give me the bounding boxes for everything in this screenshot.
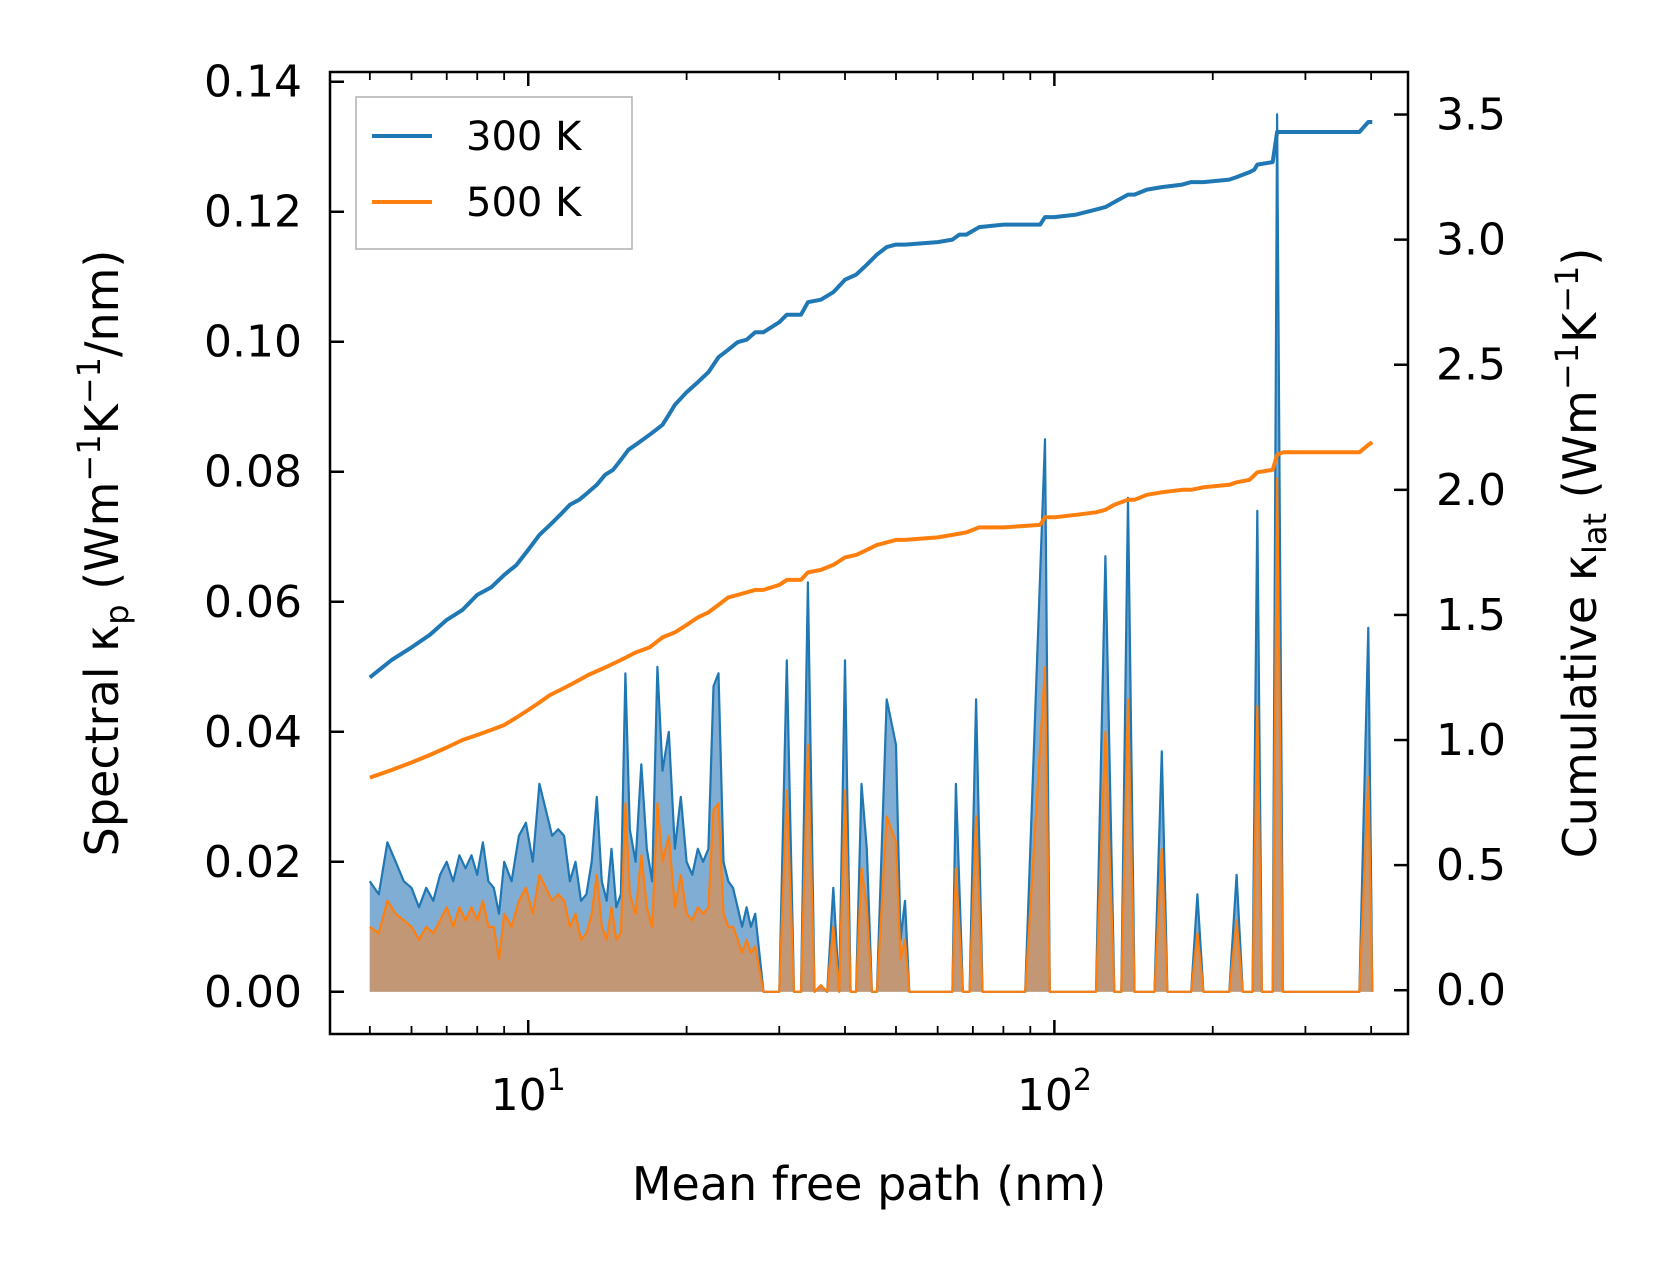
left-y-axis-title: Spectral κp (Wm−1K−1/nm) — [70, 250, 136, 857]
x-axis-title: Mean free path (nm) — [632, 1157, 1106, 1211]
left-y-tick-label: 0.06 — [204, 577, 302, 628]
x-tick-exponent: 1 — [547, 1063, 566, 1098]
spectral-line-500k — [369, 477, 1374, 993]
ticks — [330, 72, 1408, 1034]
left-y-tick-label: 0.02 — [204, 837, 302, 888]
legend-box — [355, 96, 633, 250]
spectral-area-300k — [369, 114, 1373, 992]
left-y-tick-label: 0.04 — [204, 707, 302, 758]
right-y-tick-label: 2.0 — [1436, 465, 1506, 516]
right-y-axis-title: Cumulative κlat (Wm−1K−1) — [1548, 248, 1614, 859]
right-y-tick-label: 0.0 — [1436, 965, 1506, 1016]
x-tick-labels: 101 102 — [491, 1063, 1092, 1121]
spectral-area-500k — [369, 478, 1373, 992]
right-y-tick-label: 0.5 — [1436, 840, 1506, 891]
left-y-tick-label: 0.14 — [204, 57, 302, 108]
right-y-tick-label: 3.5 — [1436, 90, 1506, 141]
left-y-tick-labels: 0.00 0.02 0.04 0.06 0.08 0.10 0.12 0.14 — [204, 57, 302, 1018]
spectral-lines — [368, 113, 1374, 993]
right-y-tick-label: 1.5 — [1436, 590, 1506, 641]
legend: 300 K 500 K — [355, 96, 633, 250]
cumulative-line-300k — [368, 120, 1373, 680]
plot-frame — [328, 70, 1410, 1036]
left-y-tick-label: 0.12 — [204, 187, 302, 238]
left-y-tick-label: 0.08 — [204, 447, 302, 498]
legend-label-500k: 500 K — [466, 180, 583, 226]
right-y-tick-labels: 0.0 0.5 1.0 1.5 2.0 2.5 3.0 3.5 — [1436, 90, 1506, 1017]
right-y-tick-label: 2.5 — [1436, 340, 1506, 391]
spectral-fills — [369, 114, 1373, 992]
x-tick-label-100: 102 — [1017, 1063, 1092, 1121]
plot-area — [368, 113, 1374, 993]
legend-label-300k: 300 K — [466, 114, 583, 160]
right-y-tick-label: 3.0 — [1436, 215, 1506, 266]
left-y-tick-label: 0.10 — [204, 317, 302, 368]
x-tick-label-10: 101 — [491, 1063, 566, 1121]
cumulative-line-500k — [369, 440, 1374, 780]
x-tick-exponent: 2 — [1073, 1063, 1092, 1098]
cumulative-lines — [368, 120, 1374, 780]
left-y-tick-label: 0.00 — [204, 967, 302, 1018]
right-y-tick-label: 1.0 — [1436, 715, 1506, 766]
